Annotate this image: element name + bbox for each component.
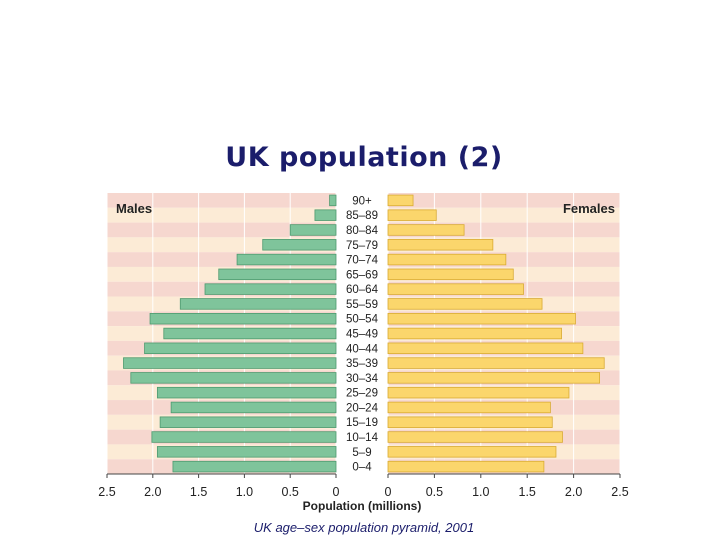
bar-males-5–9 (156, 446, 337, 458)
x-tick-label-females: 0.5 (426, 485, 443, 499)
bar-females-55–59 (387, 298, 543, 310)
bar-females-5–9 (387, 446, 557, 458)
age-label: 80–84 (346, 225, 379, 237)
bar-males-90+ (329, 194, 337, 207)
bar-males-70–74 (236, 253, 337, 266)
x-tick-label-males: 1.5 (190, 485, 207, 499)
bar-females-65–69 (387, 268, 514, 281)
age-label: 55–59 (346, 299, 378, 311)
bar-females-15–19 (387, 416, 553, 428)
bar-males-20–24 (170, 401, 337, 414)
bar-females-25–29 (387, 386, 570, 399)
age-group-labels: 0–4 5–9 10–14 15–19 20–24 25–29 30–34 35–39 40–4… (346, 195, 379, 473)
age-label: 35–39 (346, 358, 378, 370)
age-label: 90+ (352, 195, 372, 207)
bar-males-0–4 (172, 460, 337, 473)
band-females (388, 207, 620, 223)
chart-axes: 0 0 0.5 0.5 1.0 1.0 1.5 1.5 2.0 2.0 2.5 2.5 (98, 473, 629, 499)
bar-males-50–54 (149, 312, 337, 325)
band-males (107, 193, 336, 208)
age-label: 85–89 (346, 210, 378, 222)
age-label: 20–24 (346, 402, 379, 414)
chart-bars (123, 194, 605, 473)
age-label: 60–64 (346, 284, 379, 296)
bar-females-75–79 (387, 239, 494, 251)
bar-females-80–84 (387, 224, 465, 236)
band-females (388, 193, 620, 208)
x-tick-label-males: 0 (333, 485, 340, 499)
age-label: 30–34 (346, 373, 379, 385)
bar-females-30–34 (387, 372, 600, 384)
x-tick-label-females: 2.5 (611, 485, 628, 499)
bar-males-25–29 (156, 386, 337, 399)
bar-females-50–54 (387, 312, 576, 325)
bar-males-65–69 (218, 268, 337, 281)
age-label: 65–69 (346, 269, 378, 281)
age-label: 50–54 (346, 314, 379, 326)
bar-males-55–59 (179, 298, 337, 310)
x-tick-label-females: 1.5 (519, 485, 536, 499)
bar-females-20–24 (387, 401, 551, 414)
x-tick-label-males: 2.0 (144, 485, 161, 499)
bar-females-10–14 (387, 431, 563, 443)
bar-males-10–14 (151, 431, 337, 443)
age-label: 15–19 (346, 417, 378, 429)
age-label: 70–74 (346, 255, 379, 267)
bar-males-30–34 (130, 372, 337, 384)
x-tick-label-males: 0.5 (282, 485, 299, 499)
x-tick-label-males: 1.0 (236, 485, 253, 499)
band-males (107, 207, 336, 223)
x-tick-label-females: 1.0 (472, 485, 489, 499)
x-tick-label-males: 2.5 (98, 485, 115, 499)
bar-females-70–74 (387, 253, 507, 266)
age-label: 40–44 (346, 343, 379, 355)
age-label: 25–29 (346, 388, 378, 400)
bar-males-45–49 (163, 327, 337, 340)
bar-females-90+ (387, 194, 414, 207)
chart-caption: UK age–sex population pyramid, 2001 (253, 520, 475, 535)
bar-males-75–79 (262, 239, 337, 251)
x-tick-label-females: 0 (385, 485, 392, 499)
bar-males-35–39 (123, 357, 337, 369)
legend-females: Females (563, 201, 615, 216)
x-axis-title: Population (millions) (303, 499, 422, 513)
bar-males-60–64 (204, 283, 337, 295)
bar-females-60–64 (387, 283, 524, 295)
legend-males: Males (116, 201, 152, 216)
bar-females-45–49 (387, 327, 562, 340)
band-males (107, 222, 336, 238)
bar-males-80–84 (289, 224, 337, 236)
age-label: 10–14 (346, 432, 379, 444)
slide-title: UK population (2) (225, 142, 503, 173)
bar-males-40–44 (144, 342, 337, 355)
bar-females-85–89 (387, 209, 437, 221)
age-label: 0–4 (352, 462, 372, 474)
x-tick-label-females: 2.0 (565, 485, 582, 499)
bar-males-85–89 (314, 209, 337, 221)
age-label: 5–9 (352, 447, 371, 459)
age-label: 75–79 (346, 240, 378, 252)
age-label: 45–49 (346, 329, 378, 341)
bar-males-15–19 (159, 416, 337, 428)
bar-females-40–44 (387, 342, 584, 355)
bar-females-35–39 (387, 357, 605, 369)
bar-females-0–4 (387, 460, 545, 473)
